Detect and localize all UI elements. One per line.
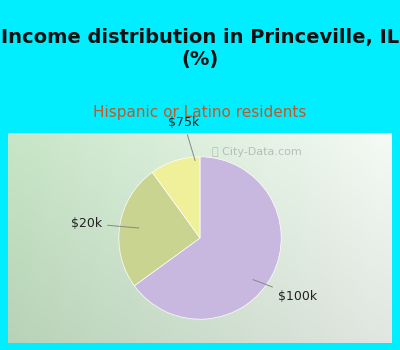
Wedge shape	[152, 157, 200, 238]
Wedge shape	[134, 157, 281, 319]
Text: $75k: $75k	[168, 116, 199, 161]
Text: $20k: $20k	[71, 217, 139, 230]
Text: ⌕ City-Data.com: ⌕ City-Data.com	[212, 147, 302, 157]
Text: Hispanic or Latino residents: Hispanic or Latino residents	[93, 105, 307, 120]
Text: Income distribution in Princeville, IL
(%): Income distribution in Princeville, IL (…	[1, 28, 399, 69]
Text: $100k: $100k	[253, 280, 317, 303]
Wedge shape	[119, 172, 200, 286]
